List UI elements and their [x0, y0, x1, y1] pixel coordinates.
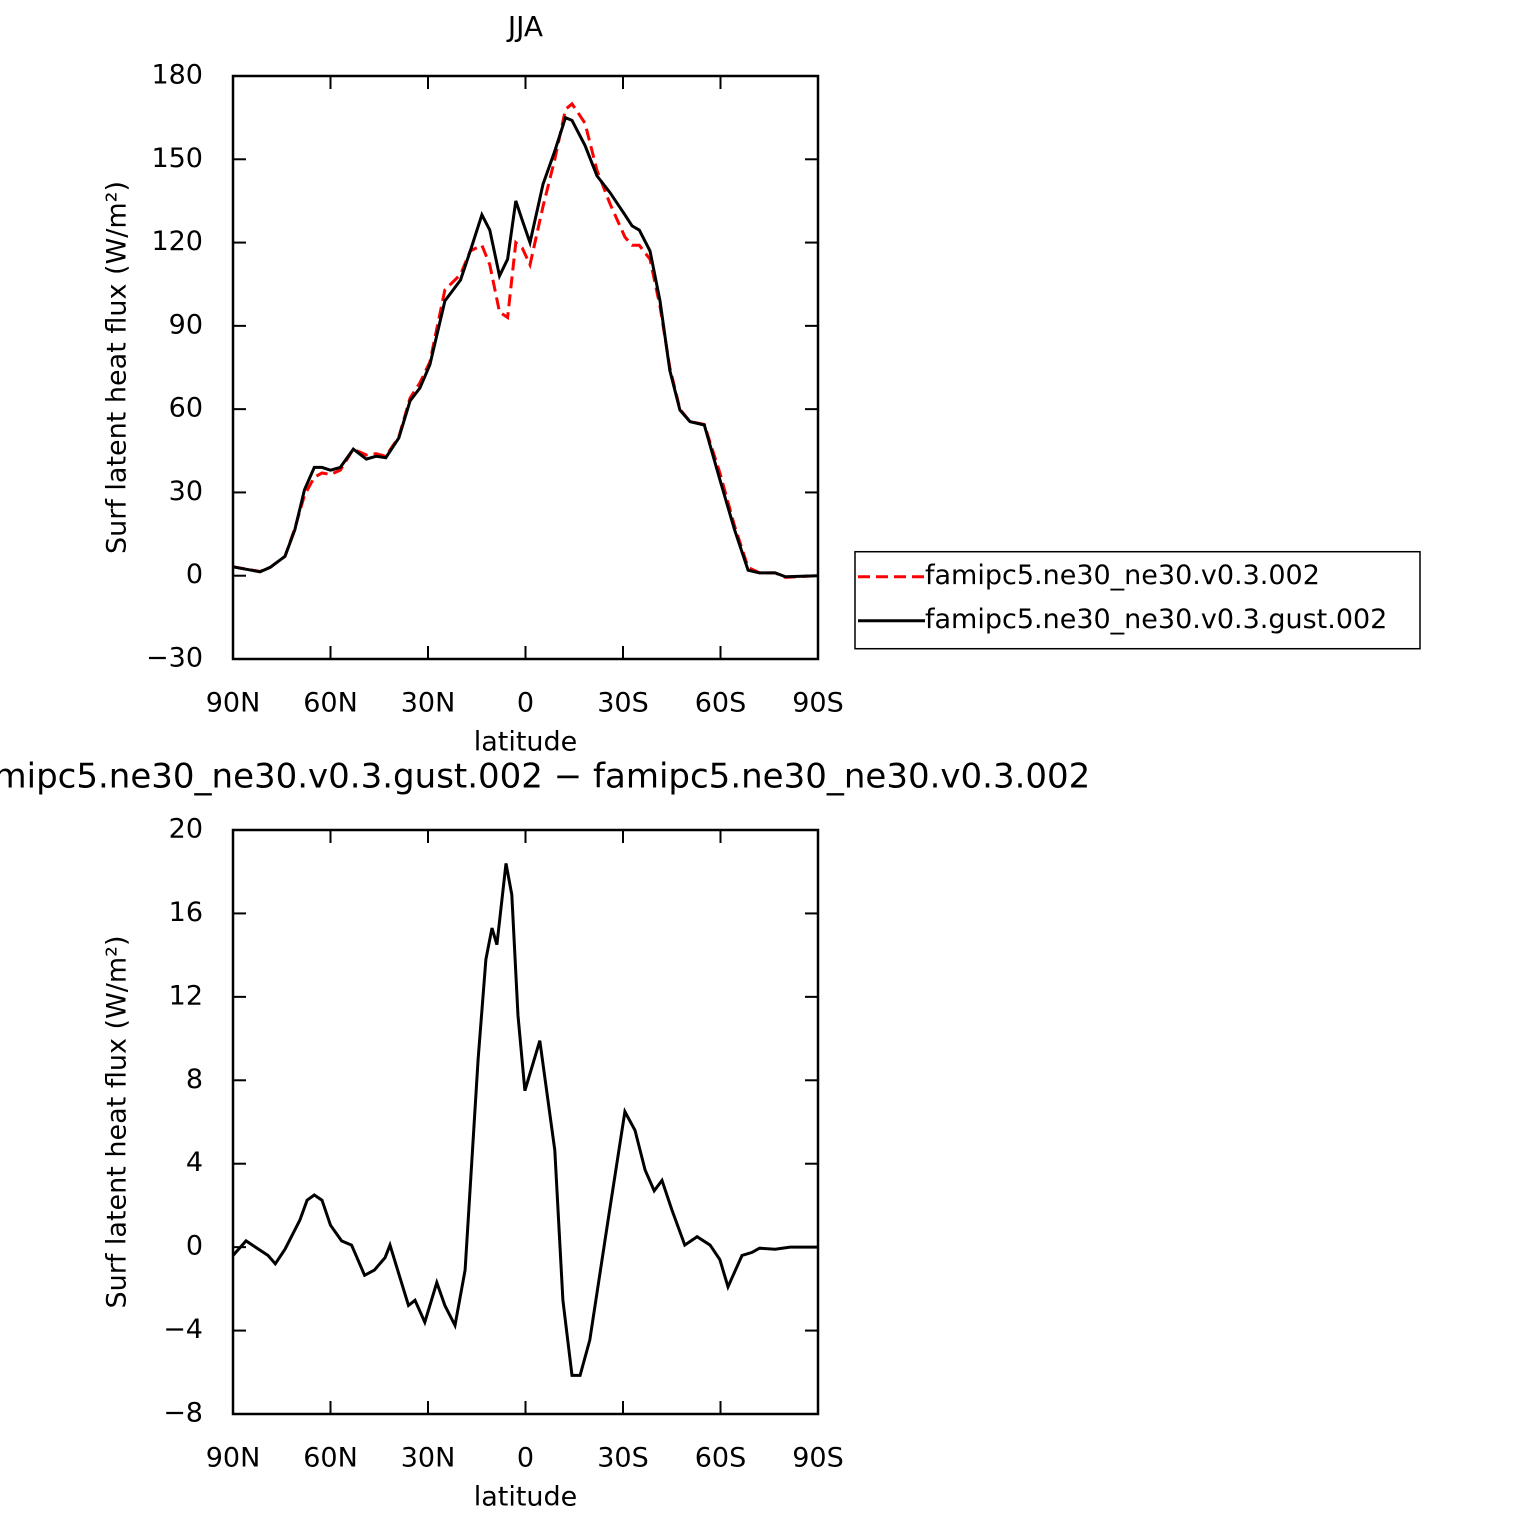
x-tick-label: 60N [303, 688, 358, 719]
x-axis-label: latitude [474, 1482, 578, 1513]
plot-frame [231, 828, 820, 1416]
x-tick-label: 0 [517, 1443, 534, 1474]
x-tick-label: 90N [206, 688, 261, 719]
y-tick-label: 8 [186, 1064, 203, 1095]
chart-title: JJA [506, 10, 543, 43]
y-tick-label: 150 [151, 143, 203, 174]
y-tick-label: 60 [169, 393, 203, 424]
legend-label: famipc5.ne30_ne30.v0.3.gust.002 [925, 604, 1387, 635]
x-tick-label: 90S [792, 688, 844, 719]
y-tick-label: −4 [163, 1314, 203, 1345]
y-tick-label: 120 [151, 226, 203, 257]
x-tick-label: 30N [401, 688, 456, 719]
y-tick-label: 0 [186, 559, 203, 590]
data-line [231, 863, 818, 1377]
y-tick-label: 12 [169, 980, 203, 1011]
legend-label: famipc5.ne30_ne30.v0.3.002 [925, 560, 1320, 591]
data-line [232, 101, 819, 579]
y-axis-label: Surf latent heat flux (W/m²) [102, 181, 133, 554]
y-tick-label: 0 [186, 1231, 203, 1262]
y-tick-label: 180 [151, 60, 203, 91]
legend-box [854, 550, 1421, 650]
plot-frame [231, 74, 820, 661]
y-axis-label: Surf latent heat flux (W/m²) [102, 935, 133, 1308]
x-tick-label: 60S [695, 688, 747, 719]
x-tick-label: 90N [206, 1443, 261, 1474]
x-tick-label: 30N [401, 1443, 456, 1474]
x-axis-label: latitude [474, 727, 578, 758]
y-tick-label: 4 [186, 1147, 203, 1178]
y-tick-label: −30 [146, 643, 203, 674]
x-tick-label: 30S [597, 1443, 649, 1474]
x-tick-label: 60N [303, 1443, 358, 1474]
x-tick-label: 60S [695, 1443, 747, 1474]
x-tick-label: 30S [597, 688, 649, 719]
y-tick-label: 16 [169, 897, 203, 928]
x-tick-label: 0 [517, 688, 534, 719]
y-tick-label: −8 [163, 1398, 203, 1429]
x-tick-label: 90S [792, 1443, 844, 1474]
y-tick-label: 30 [169, 476, 203, 507]
y-tick-label: 20 [169, 814, 203, 845]
y-tick-label: 90 [169, 309, 203, 340]
data-line [232, 115, 819, 579]
chart-title: famipc5.ne30_ne30.v0.3.gust.002 − famipc… [0, 757, 1090, 797]
